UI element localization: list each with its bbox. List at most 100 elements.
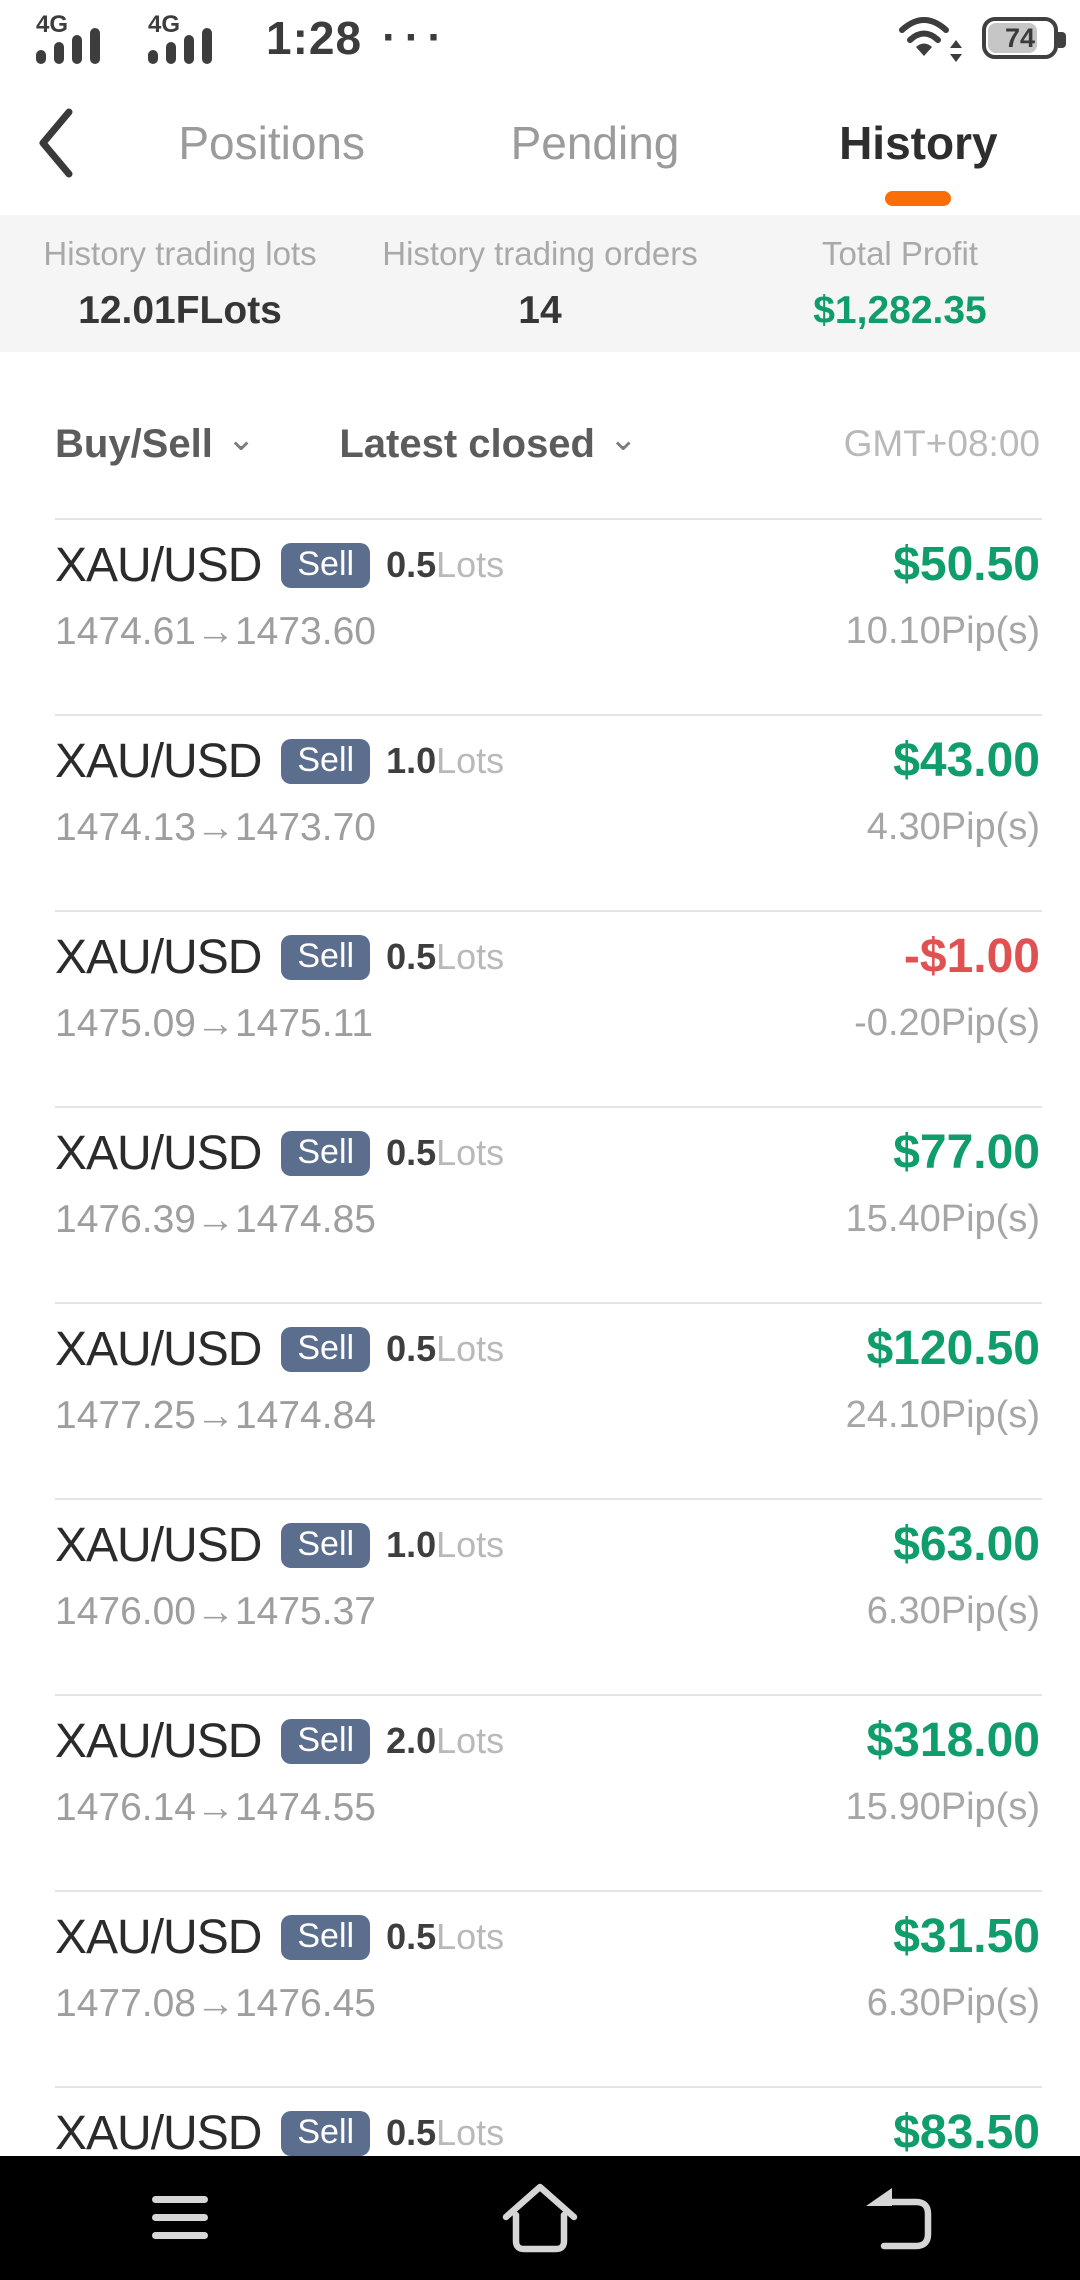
lots-unit: Lots (436, 1524, 505, 1565)
chevron-down-icon: ⌄ (609, 420, 638, 458)
lots-value: 0.5 (386, 1132, 437, 1173)
svg-text:4G: 4G (36, 11, 68, 38)
pips-value: 24.10Pip(s) (845, 1394, 1040, 1436)
lots-unit: Lots (436, 1720, 505, 1761)
tab-history[interactable]: History (757, 106, 1080, 206)
direction-filter-dropdown[interactable]: Buy/Sell ⌄ (55, 420, 256, 467)
trade-row[interactable]: XAU/USD Sell 1.0 Lots 1474.13→1473.70 $4… (0, 714, 1080, 910)
symbol-label: XAU/USD (55, 1322, 262, 1376)
side-badge: Sell (281, 1326, 371, 1372)
menu-icon (152, 2196, 208, 2239)
lots-value: 0.5 (386, 1328, 437, 1369)
row-divider (55, 1106, 1042, 1108)
row-divider (55, 910, 1042, 912)
profit-value: $83.50 (893, 2106, 1040, 2159)
lots-unit: Lots (436, 1916, 505, 1957)
nav-home-button[interactable] (360, 2156, 720, 2280)
symbol-label: XAU/USD (55, 1714, 262, 1768)
battery-icon: 74 (982, 17, 1066, 59)
tab-label: History (839, 116, 998, 169)
pips-value: 6.30Pip(s) (866, 1982, 1040, 2024)
lots-value: 0.5 (386, 544, 437, 585)
price-range: 1477.25→1474.84 (55, 1394, 376, 1437)
row-divider (55, 2086, 1042, 2088)
trade-row[interactable]: XAU/USD Sell 2.0 Lots 1476.14→1474.55 $3… (0, 1694, 1080, 1890)
active-tab-indicator (885, 190, 952, 206)
trade-row[interactable]: XAU/USD Sell 0.5 Lots 1475.09→1475.11 -$… (0, 910, 1080, 1106)
nav-back-button[interactable] (720, 2156, 1080, 2280)
trade-row[interactable]: XAU/USD Sell 1.0 Lots 1476.00→1475.37 $6… (0, 1498, 1080, 1694)
timezone-label: GMT+08:00 (843, 423, 1040, 464)
side-badge: Sell (281, 1718, 371, 1764)
profit-value: $77.00 (893, 1126, 1040, 1179)
trade-row[interactable]: XAU/USD Sell 0.5 Lots $83.50 (0, 2086, 1080, 2280)
home-icon (502, 2183, 578, 2253)
filter-bar: Buy/Sell ⌄ Latest closed ⌄ GMT+08:00 (0, 408, 1080, 480)
summary-history-orders: History trading orders 14 (360, 235, 720, 333)
wifi-icon (899, 17, 962, 62)
direction-filter-label: Buy/Sell (55, 421, 213, 466)
trade-row[interactable]: XAU/USD Sell 0.5 Lots 1477.25→1474.84 $1… (0, 1302, 1080, 1498)
profit-value: $31.50 (893, 1910, 1040, 1963)
back-button[interactable] (0, 106, 110, 180)
price-range: 1476.39→1474.85 (55, 1198, 376, 1241)
lots-unit: Lots (436, 2112, 505, 2153)
side-badge: Sell (281, 1522, 371, 1568)
bottom-nav-bar (0, 2156, 1080, 2280)
trade-row[interactable]: XAU/USD Sell 0.5 Lots 1476.39→1474.85 $7… (0, 1106, 1080, 1302)
symbol-label: XAU/USD (55, 538, 262, 592)
sort-filter-label: Latest closed (339, 421, 595, 466)
summary-label: History trading lots (43, 234, 317, 272)
symbol-label: XAU/USD (55, 1126, 262, 1180)
pips-value: 6.30Pip(s) (866, 1590, 1040, 1632)
row-divider (55, 714, 1042, 716)
side-badge: Sell (281, 738, 371, 784)
tab-positions[interactable]: Positions (110, 106, 433, 180)
row-divider (55, 1890, 1042, 1892)
battery-percent: 74 (1004, 22, 1036, 53)
sort-filter-dropdown[interactable]: Latest closed ⌄ (339, 420, 638, 467)
trade-row[interactable]: XAU/USD Sell 0.5 Lots 1474.61→1473.60 $5… (0, 518, 1080, 714)
profit-value: $63.00 (893, 1518, 1040, 1571)
price-range: 1476.14→1474.55 (55, 1786, 376, 1829)
battery-fill (988, 23, 1037, 53)
profit-value: $43.00 (893, 734, 1040, 787)
lots-value: 0.5 (386, 1916, 437, 1957)
pips-value: 4.30Pip(s) (866, 806, 1040, 848)
profit-value: $120.50 (866, 1322, 1040, 1375)
side-badge: Sell (281, 2110, 371, 2156)
clock-time: 1:28 (266, 12, 363, 64)
lots-value: 1.0 (386, 740, 437, 781)
pips-value: 15.90Pip(s) (845, 1786, 1040, 1828)
summary-history-lots: History trading lots 12.01FLots (0, 235, 360, 333)
profit-value: $50.50 (893, 538, 1040, 591)
side-badge: Sell (281, 934, 371, 980)
lots-value: 1.0 (386, 1524, 437, 1565)
lots-value: 0.5 (386, 936, 437, 977)
tab-label: Positions (178, 116, 365, 169)
tab-pending[interactable]: Pending (433, 106, 756, 180)
pips-value: 15.40Pip(s) (845, 1198, 1040, 1240)
summary-value: 14 (518, 288, 562, 332)
lots-value: 2.0 (386, 1720, 437, 1761)
trade-row[interactable]: XAU/USD Sell 0.5 Lots 1477.08→1476.45 $3… (0, 1890, 1080, 2086)
nav-menu-button[interactable] (0, 2156, 360, 2280)
pips-value: 10.10Pip(s) (845, 610, 1040, 652)
price-range: 1476.00→1475.37 (55, 1590, 376, 1633)
lots-unit: Lots (436, 936, 505, 977)
trade-list: XAU/USD Sell 0.5 Lots 1474.61→1473.60 $5… (0, 518, 1080, 2280)
tab-label: Pending (510, 116, 680, 169)
price-range: 1474.13→1473.70 (55, 806, 376, 849)
row-divider (55, 518, 1042, 520)
row-divider (55, 1694, 1042, 1696)
tabs: Positions Pending History (110, 106, 1080, 206)
summary-bar: History trading lots 12.01FLots History … (0, 215, 1080, 352)
profit-value: $318.00 (866, 1714, 1040, 1767)
row-divider (55, 1302, 1042, 1304)
signal-strength-icon-sim2: 4G (148, 11, 212, 64)
lots-unit: Lots (436, 1328, 505, 1369)
chevron-down-icon: ⌄ (226, 420, 256, 458)
symbol-label: XAU/USD (55, 1518, 262, 1572)
tab-bar: Positions Pending History (0, 70, 1080, 215)
lots-value: 0.5 (386, 2112, 437, 2153)
